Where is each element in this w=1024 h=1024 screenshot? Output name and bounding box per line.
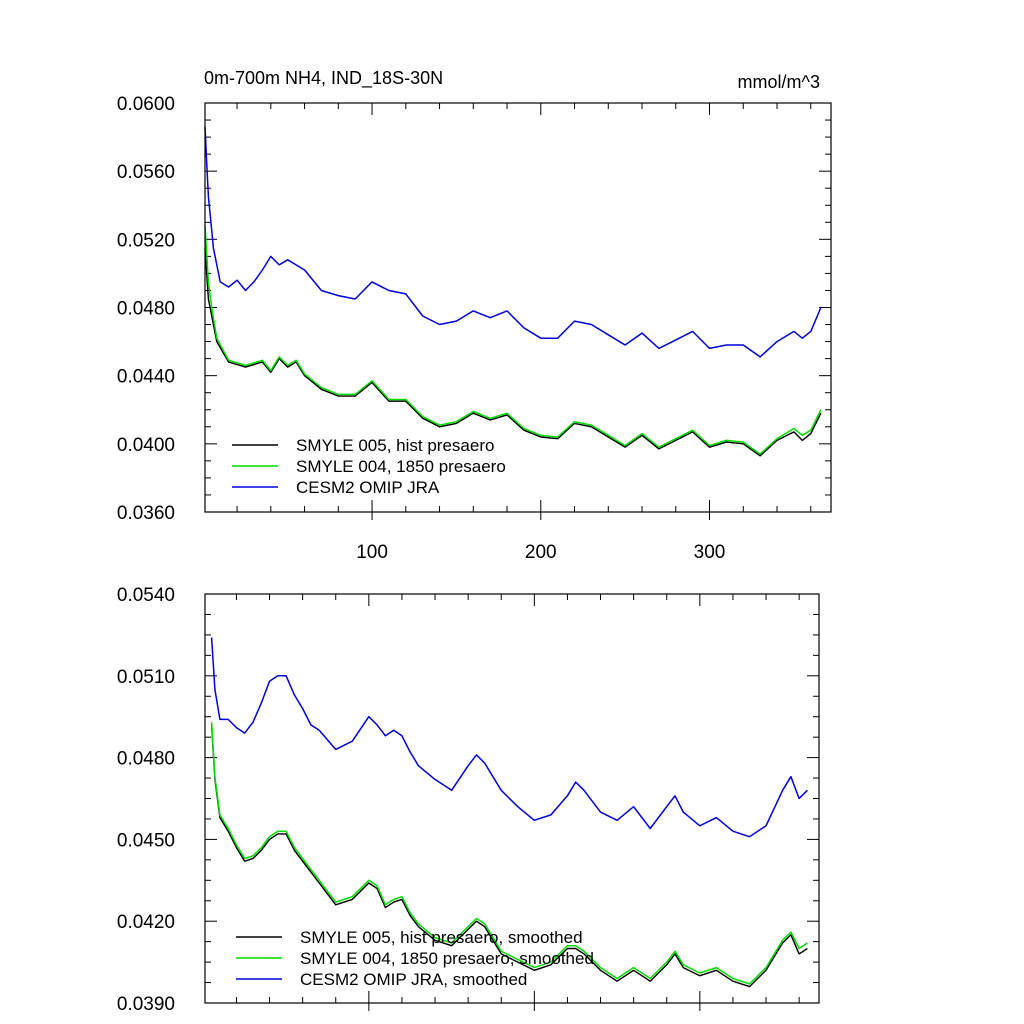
plot-frame [204, 593, 820, 1004]
legend-label-1: SMYLE 004, 1850 presaero [296, 457, 506, 476]
top-panel: 0m-700m NH4, IND_18S-30N mmol/m^3 0.0360… [117, 68, 832, 563]
legend-label-0: SMYLE 005, hist presaero, smoothed [300, 928, 583, 947]
series-lines [210, 637, 808, 988]
y-tick-label: 0.0420 [117, 912, 175, 933]
series-line-1 [210, 722, 808, 985]
y-tick-label: 0.0540 [117, 585, 175, 606]
y-tick-label: 0.0390 [117, 994, 175, 1015]
y-tick-label: 0.0450 [117, 830, 175, 851]
y-tick-labels: 0.0360 0.0400 0.0440 0.0480 0.0520 0.0560 0.06… [117, 94, 175, 524]
x-tick-label: 200 [525, 542, 557, 563]
y-tick-label: 0.0520 [117, 230, 175, 251]
series-line-2 [204, 126, 822, 358]
y-tick-label: 0.0510 [117, 667, 175, 688]
y-tick-label: 0.0480 [117, 749, 175, 770]
y-tick-label: 0.0400 [117, 435, 175, 456]
y-tick-labels: 0.0390 0.0420 0.0450 0.0480 0.0510 0.0540 [117, 585, 175, 1015]
y-tick-label: 0.0440 [117, 367, 175, 388]
x-tick-labels: 100 200 300 [356, 542, 725, 563]
series-line-0 [210, 724, 808, 988]
legend: SMYLE 005, hist presaero, smoothed SMYLE … [236, 928, 594, 989]
y-tick-label: 0.0600 [117, 94, 175, 115]
legend-label-0: SMYLE 005, hist presaero [296, 436, 494, 455]
legend-label-1: SMYLE 004, 1850 presaero, smoothed [300, 949, 594, 968]
x-tick-label: 100 [356, 542, 388, 563]
chart-title: 0m-700m NH4, IND_18S-30N [204, 68, 443, 89]
series-line-2 [210, 637, 808, 838]
bottom-panel: 0.0390 0.0420 0.0450 0.0480 0.0510 0.0540 SMY… [117, 585, 820, 1015]
y-tick-label: 0.0480 [117, 299, 175, 320]
plot-frame [204, 102, 832, 513]
legend: SMYLE 005, hist presaero SMYLE 004, 1850 … [232, 436, 506, 497]
series-line-1 [204, 225, 822, 455]
x-tick-label: 300 [694, 542, 726, 563]
units-label: mmol/m^3 [738, 72, 820, 92]
y-tick-label: 0.0560 [117, 162, 175, 183]
legend-label-2: CESM2 OMIP JRA, smoothed [300, 970, 527, 989]
legend-label-2: CESM2 OMIP JRA [296, 478, 440, 497]
y-tick-label: 0.0360 [117, 503, 175, 524]
series-lines [204, 126, 822, 457]
series-line-0 [204, 247, 822, 457]
